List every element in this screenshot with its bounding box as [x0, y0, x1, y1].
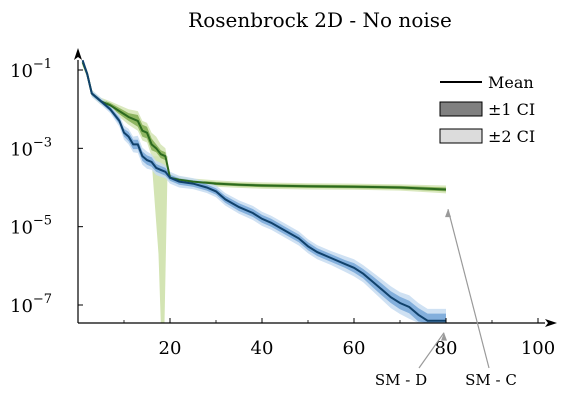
axes: 20 40 60 80 100 10−1 10−3 10−5 10−7: [10, 48, 557, 359]
x-tick-label: 80: [435, 338, 458, 359]
x-tick-label: 40: [251, 338, 274, 359]
y-tick-label: 10−3: [10, 135, 52, 160]
ci-bands: [82, 60, 446, 323]
annotation-arrow: [447, 209, 490, 369]
annotations: SM - D SM - C: [375, 209, 517, 389]
sm-c-ci2-band: [82, 60, 446, 194]
chart-title: Rosenbrock 2D - No noise: [188, 8, 452, 32]
y-tick-label: 10−7: [10, 292, 52, 317]
legend: Mean ±1 CI ±2 CI: [439, 73, 535, 146]
y-tick-label: 10−5: [10, 214, 52, 239]
legend-swatch-box: [439, 128, 483, 144]
legend-label: ±1 CI: [488, 100, 535, 119]
annotation-arrowhead: [441, 332, 447, 341]
sm-d-mean-line: [81, 59, 446, 322]
sm-d-ci1-band: [82, 60, 446, 323]
x-tick-label: 20: [159, 338, 182, 359]
x-axis-arrow: [545, 319, 557, 327]
sm-c-mean-line: [81, 61, 447, 191]
sm-c-ci2-dip: [151, 156, 168, 323]
legend-swatch-box: [439, 101, 483, 117]
x-tick-label: 60: [343, 338, 366, 359]
legend-label: Mean: [488, 73, 534, 92]
legend-label: ±2 CI: [488, 127, 535, 146]
series-lines: [81, 59, 447, 322]
y-axis-arrow: [74, 48, 82, 60]
x-tick-label: 100: [521, 338, 555, 359]
annotation-arrow: [418, 332, 445, 369]
annotation-label: SM - D: [375, 371, 427, 389]
sm-d-ci2-band: [82, 60, 446, 323]
annotation-arrowhead: [445, 209, 451, 218]
y-tick-label: 10−1: [10, 57, 52, 82]
annotation-label: SM - C: [465, 371, 517, 389]
sm-c-ci1-band: [82, 60, 446, 192]
